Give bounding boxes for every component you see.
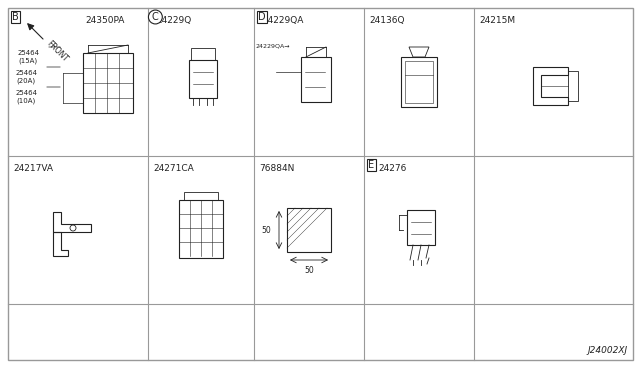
- Text: E: E: [368, 160, 374, 170]
- Text: 50: 50: [304, 266, 314, 275]
- Text: 25464
(20A): 25464 (20A): [16, 70, 38, 83]
- Text: 24350PA: 24350PA: [85, 16, 124, 25]
- Text: 24229QA: 24229QA: [262, 16, 303, 25]
- Text: FRONT: FRONT: [45, 39, 70, 64]
- Text: 24229QA→: 24229QA→: [256, 43, 291, 48]
- Text: C: C: [152, 12, 159, 22]
- Text: 25464
(15A): 25464 (15A): [18, 50, 40, 64]
- Text: 24271CA: 24271CA: [153, 164, 194, 173]
- Text: 76884N: 76884N: [259, 164, 294, 173]
- Text: B: B: [12, 12, 19, 22]
- Text: 24136Q: 24136Q: [369, 16, 404, 25]
- Text: J24002XJ: J24002XJ: [588, 346, 628, 355]
- Text: 24217VA: 24217VA: [13, 164, 53, 173]
- Text: D: D: [258, 12, 266, 22]
- Text: 24229Q: 24229Q: [156, 16, 191, 25]
- Text: 24276: 24276: [378, 164, 406, 173]
- Text: 25464
(10A): 25464 (10A): [16, 90, 38, 103]
- Text: 24215M: 24215M: [479, 16, 515, 25]
- Text: 50: 50: [261, 225, 271, 234]
